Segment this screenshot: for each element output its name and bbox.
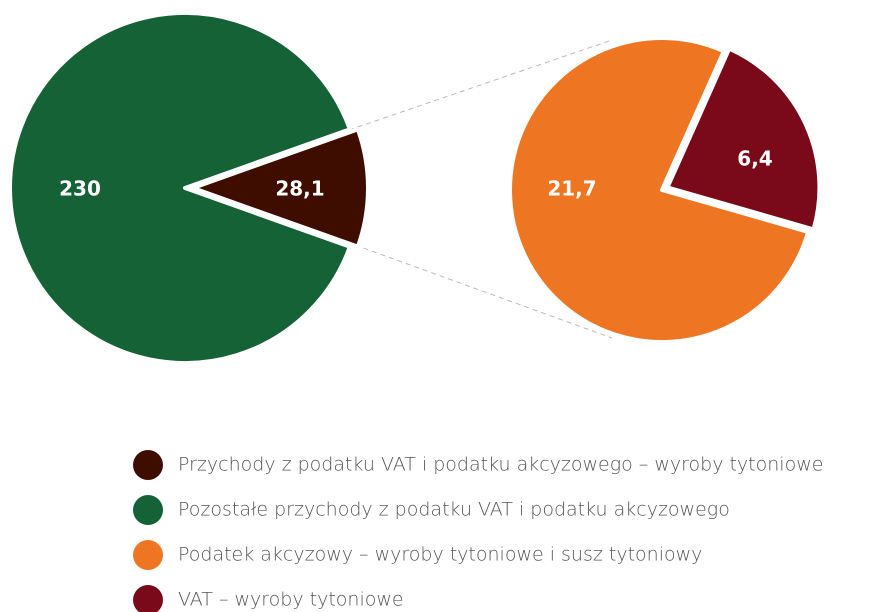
value-label: 230 [59,177,101,201]
legend-swatch [133,450,163,480]
connector-line [348,39,613,131]
pie-slice [191,127,370,249]
pie-slice [665,46,822,232]
value-label: 6,4 [737,147,772,171]
legend-swatch [133,585,163,612]
value-label: 21,7 [547,177,596,201]
legend-label: Podatek akcyzowy – wyroby tytoniowe i su… [178,544,702,566]
legend-label: VAT – wyroby tytoniowe [178,589,404,611]
connector-line [354,244,613,339]
pie-slice [8,11,352,365]
legend-label: Przychody z podatku VAT i podatku akcyzo… [178,454,823,476]
value-label: 28,1 [275,177,324,201]
legend-swatch [133,495,163,525]
legend-swatch [133,540,163,570]
legend-label: Pozostałe przychody z podatku VAT i poda… [178,499,730,521]
pie-slice [508,36,811,344]
